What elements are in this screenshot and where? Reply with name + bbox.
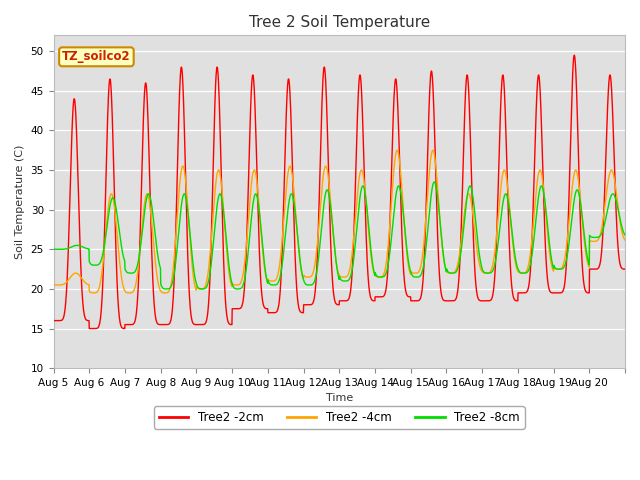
Text: TZ_soilco2: TZ_soilco2 (62, 50, 131, 63)
Legend: Tree2 -2cm, Tree2 -4cm, Tree2 -8cm: Tree2 -2cm, Tree2 -4cm, Tree2 -8cm (154, 407, 525, 429)
X-axis label: Time: Time (326, 394, 353, 404)
Y-axis label: Soil Temperature (C): Soil Temperature (C) (15, 144, 25, 259)
Title: Tree 2 Soil Temperature: Tree 2 Soil Temperature (248, 15, 430, 30)
